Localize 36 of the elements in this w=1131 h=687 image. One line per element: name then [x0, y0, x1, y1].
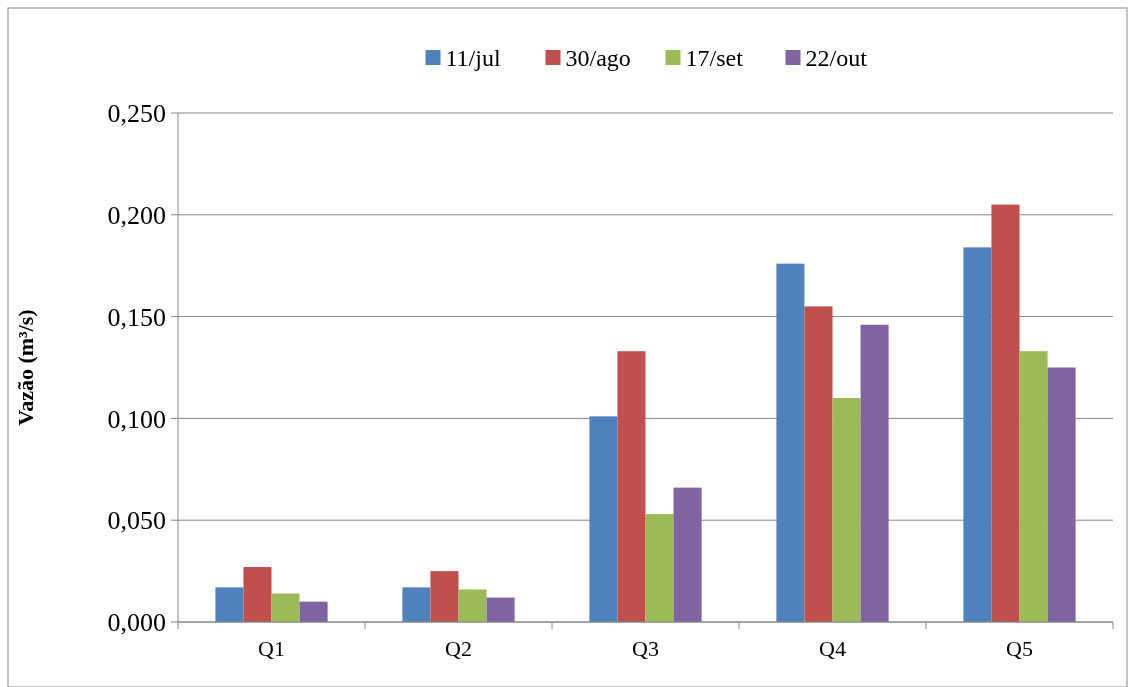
bar: [271, 593, 300, 622]
bar: [860, 324, 889, 622]
y-tick-label: 0,150: [107, 302, 166, 332]
bar: [832, 398, 861, 622]
bar: [804, 306, 833, 622]
bar: [645, 514, 674, 622]
x-tick-label: Q5: [1006, 636, 1033, 661]
bar: [1047, 367, 1076, 622]
bar: [617, 351, 646, 622]
bar: [430, 571, 459, 622]
x-tick-label: Q2: [445, 636, 472, 661]
legend-label: 22/out: [805, 45, 868, 72]
bar: [963, 247, 992, 622]
legend-label: 11/jul: [445, 45, 501, 72]
bar: [402, 587, 431, 622]
bar: [299, 601, 328, 622]
y-tick-label: 0,050: [107, 506, 166, 536]
bar: [215, 587, 244, 622]
y-tick-label: 0,200: [107, 200, 166, 230]
x-tick-label: Q4: [819, 636, 846, 661]
bar: [776, 263, 805, 622]
y-axis-title: Vazão (m³/s): [13, 309, 38, 426]
y-tick-label: 0,100: [107, 404, 166, 434]
legend-label: 17/set: [685, 45, 744, 72]
y-tick-label: 0,000: [107, 608, 166, 638]
x-tick-label: Q1: [258, 636, 285, 661]
bar: [1019, 351, 1048, 622]
bar: [486, 597, 515, 622]
bar: [589, 416, 618, 622]
x-tick-label: Q3: [632, 636, 659, 661]
bar: [243, 567, 272, 622]
y-tick-label: 0,250: [107, 99, 166, 129]
bar: [991, 204, 1020, 622]
bar: [458, 589, 487, 622]
legend-label: 30/ago: [565, 45, 631, 72]
bar: [673, 487, 702, 622]
